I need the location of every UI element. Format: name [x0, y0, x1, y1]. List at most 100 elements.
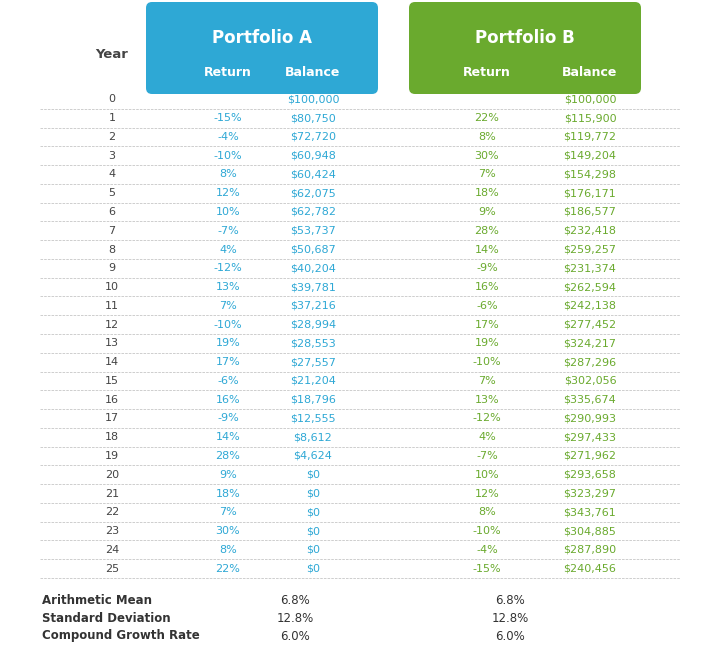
Text: 11: 11: [105, 301, 119, 311]
Text: $21,204: $21,204: [290, 376, 336, 386]
Text: 14%: 14%: [215, 432, 241, 442]
Text: 18%: 18%: [475, 188, 500, 198]
Text: 12.8%: 12.8%: [276, 612, 314, 624]
Text: 4%: 4%: [478, 432, 496, 442]
Text: 17%: 17%: [215, 357, 241, 367]
Text: -10%: -10%: [473, 526, 501, 536]
Text: 20: 20: [105, 470, 119, 480]
Text: $242,138: $242,138: [563, 301, 616, 311]
Text: 17: 17: [105, 413, 119, 423]
Text: $60,424: $60,424: [290, 170, 336, 180]
Text: $293,658: $293,658: [563, 470, 616, 480]
Text: 25: 25: [105, 563, 119, 574]
Text: 30%: 30%: [475, 151, 500, 161]
Text: $304,885: $304,885: [563, 526, 616, 536]
Text: -10%: -10%: [473, 357, 501, 367]
Text: 8%: 8%: [219, 170, 237, 180]
Text: 5: 5: [109, 188, 115, 198]
Text: $72,720: $72,720: [290, 132, 336, 142]
Text: 24: 24: [105, 545, 119, 555]
Text: $27,557: $27,557: [290, 357, 336, 367]
Text: $287,890: $287,890: [563, 545, 616, 555]
Text: 28%: 28%: [475, 226, 500, 236]
Text: 7%: 7%: [219, 301, 237, 311]
Text: 12%: 12%: [215, 188, 241, 198]
Text: -15%: -15%: [214, 113, 242, 123]
FancyBboxPatch shape: [409, 2, 641, 94]
Text: $302,056: $302,056: [563, 376, 616, 386]
Text: Balance: Balance: [563, 66, 618, 78]
Text: 13: 13: [105, 338, 119, 348]
Text: 9%: 9%: [219, 470, 237, 480]
Text: 18: 18: [105, 432, 119, 442]
Text: 22%: 22%: [475, 113, 500, 123]
Text: $40,204: $40,204: [290, 263, 336, 273]
Text: $324,217: $324,217: [563, 338, 616, 348]
Text: -6%: -6%: [476, 301, 498, 311]
Text: 23: 23: [105, 526, 119, 536]
Text: 30%: 30%: [215, 526, 240, 536]
Text: $240,456: $240,456: [563, 563, 616, 574]
Text: $259,257: $259,257: [563, 245, 616, 255]
Text: $119,772: $119,772: [563, 132, 616, 142]
Text: 13%: 13%: [215, 282, 240, 292]
Text: $323,297: $323,297: [563, 488, 616, 498]
Text: 22: 22: [105, 507, 119, 517]
Text: -12%: -12%: [214, 263, 242, 273]
Text: -10%: -10%: [214, 320, 242, 330]
Text: 1: 1: [109, 113, 115, 123]
Text: $154,298: $154,298: [563, 170, 616, 180]
Text: $39,781: $39,781: [290, 282, 336, 292]
Text: $60,948: $60,948: [290, 151, 336, 161]
Text: Arithmetic Mean: Arithmetic Mean: [42, 594, 152, 606]
Text: $100,000: $100,000: [287, 94, 339, 105]
Text: Balance: Balance: [286, 66, 341, 78]
Text: $287,296: $287,296: [563, 357, 616, 367]
Text: 2: 2: [109, 132, 115, 142]
Text: -12%: -12%: [473, 413, 502, 423]
Text: 8%: 8%: [219, 545, 237, 555]
Text: $0: $0: [306, 545, 320, 555]
Text: $0: $0: [306, 526, 320, 536]
Text: 7%: 7%: [478, 170, 496, 180]
Text: Portfolio A: Portfolio A: [212, 29, 312, 47]
Text: 9: 9: [109, 263, 115, 273]
Text: 9%: 9%: [478, 207, 496, 217]
Text: 8%: 8%: [478, 507, 496, 517]
Text: Return: Return: [463, 66, 511, 78]
Text: 7%: 7%: [219, 507, 237, 517]
Text: $62,782: $62,782: [290, 207, 336, 217]
Text: $8,612: $8,612: [294, 432, 332, 442]
Text: 10%: 10%: [475, 470, 500, 480]
Text: 14%: 14%: [475, 245, 500, 255]
Text: -4%: -4%: [476, 545, 498, 555]
Text: 22%: 22%: [215, 563, 241, 574]
Text: 21: 21: [105, 488, 119, 498]
Text: $37,216: $37,216: [290, 301, 336, 311]
Text: 4%: 4%: [219, 245, 237, 255]
Text: Return: Return: [204, 66, 252, 78]
Text: $335,674: $335,674: [563, 395, 616, 405]
Text: 10%: 10%: [215, 207, 240, 217]
Text: $186,577: $186,577: [563, 207, 616, 217]
Text: 6.8%: 6.8%: [280, 594, 310, 606]
Text: $0: $0: [306, 488, 320, 498]
Text: -9%: -9%: [476, 263, 498, 273]
Text: -10%: -10%: [214, 151, 242, 161]
Text: $149,204: $149,204: [563, 151, 616, 161]
Text: $115,900: $115,900: [563, 113, 616, 123]
Text: $18,796: $18,796: [290, 395, 336, 405]
Text: 16: 16: [105, 395, 119, 405]
Text: $232,418: $232,418: [563, 226, 616, 236]
Text: -7%: -7%: [217, 226, 239, 236]
Text: 16%: 16%: [215, 395, 240, 405]
Text: Compound Growth Rate: Compound Growth Rate: [42, 630, 200, 643]
Text: 12%: 12%: [475, 488, 500, 498]
Text: 3: 3: [109, 151, 115, 161]
Text: 18%: 18%: [215, 488, 241, 498]
Text: $53,737: $53,737: [290, 226, 336, 236]
Text: 6.8%: 6.8%: [495, 594, 525, 606]
Text: $277,452: $277,452: [563, 320, 616, 330]
Text: $4,624: $4,624: [294, 451, 333, 461]
Text: $271,962: $271,962: [563, 451, 616, 461]
